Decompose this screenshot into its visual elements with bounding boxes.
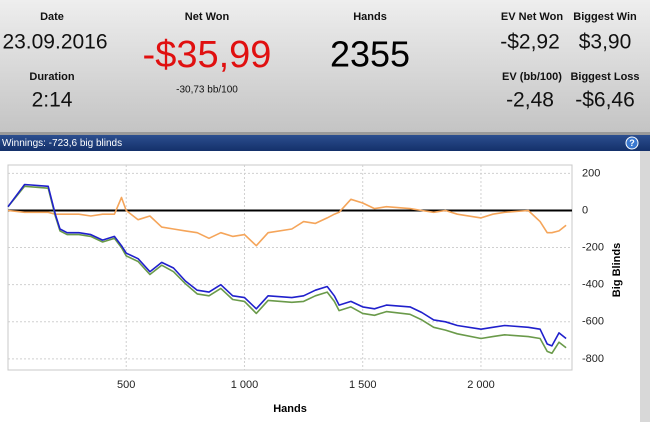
side-strip [640,151,650,422]
header-panel [0,0,650,132]
stat-label: EV (bb/100) [502,71,562,83]
stat-value: 23.09.2016 [2,31,107,54]
stat-label: Date [40,11,64,23]
stat-label: Net Won [185,11,230,23]
y-tick-label: -200 [582,241,604,253]
stat-label: EV Net Won [501,11,563,23]
stat-value: $3,90 [579,31,632,54]
help-icon[interactable] [625,136,639,150]
banner-text: Winnings: -723,6 big blinds [2,138,122,149]
chart-background [0,151,640,422]
net-won-value: -$35,99 [143,34,272,76]
y-tick-label: -600 [582,316,604,328]
banner [0,135,650,151]
y-tick-label: 0 [582,204,588,216]
plot-frame [7,164,573,371]
series-line [7,183,567,347]
y-axis-label: Big Blinds [611,243,623,297]
help-text[interactable]: ? [629,138,635,148]
series-line [7,185,567,355]
x-tick-label: 1 500 [349,379,377,391]
stat-value: -$2,92 [500,31,560,54]
y-tick-label: -800 [582,353,604,365]
y-tick-label: -400 [582,279,604,291]
header-border [0,132,650,135]
x-tick-label: 500 [117,379,135,391]
x-axis-label: Hands [273,403,307,415]
stat-value: -2,48 [506,89,554,112]
x-tick-label: 1 000 [231,379,259,391]
net-won-sub: -30,73 bb/100 [176,85,238,96]
stat-label: Hands [353,11,387,23]
stat-value: 2:14 [32,89,73,112]
y-tick-label: 200 [582,167,600,179]
stat-label: Duration [29,71,75,83]
stat-label: Biggest Win [573,11,637,23]
stat-value: -$6,46 [575,89,635,112]
stat-label: Biggest Loss [570,71,639,83]
x-tick-label: 2 000 [467,379,495,391]
hands-value: 2355 [330,34,410,75]
series-line [7,196,567,247]
